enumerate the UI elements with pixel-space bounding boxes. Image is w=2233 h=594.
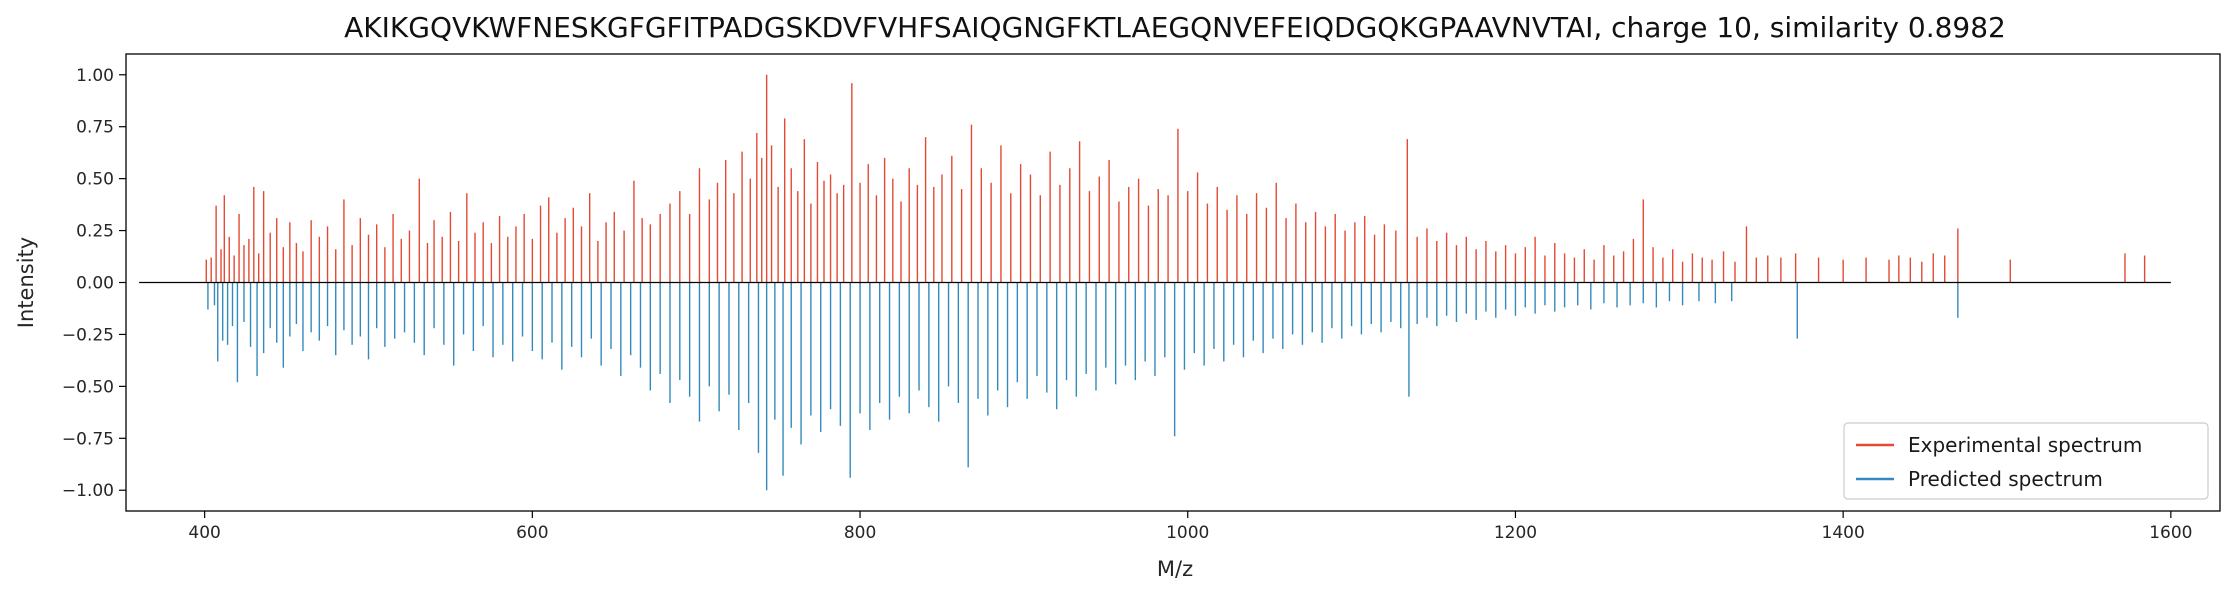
legend: Experimental spectrum Predicted spectrum (1843, 422, 2209, 500)
x-tick-label: 400 (188, 523, 220, 543)
x-axis-ticks: 400 600 800 1000 1200 1400 1600 (188, 511, 2192, 543)
legend-box (1843, 422, 2209, 500)
x-tick-label: 800 (844, 523, 876, 543)
y-tick-label: 0.00 (76, 274, 114, 294)
peaks-layer (205, 74, 2146, 491)
x-tick-label: 1200 (1494, 523, 1537, 543)
y-tick-label: −1.00 (62, 481, 114, 501)
y-tick-label: 0.50 (76, 170, 114, 190)
x-tick-label: 1000 (1166, 523, 1209, 543)
y-tick-label: −0.25 (62, 325, 114, 345)
chart-title: AKIKGQVKWFNESKGFGFITPADGSKDVFVHFSAIQGNGF… (344, 11, 2006, 44)
y-axis-label: Intensity (14, 237, 38, 328)
y-tick-label: 0.75 (76, 118, 114, 138)
legend-label-predicted: Predicted spectrum (1908, 467, 2103, 491)
legend-label-experimental: Experimental spectrum (1908, 433, 2142, 457)
y-axis-ticks: 1.00 0.75 0.50 0.25 0.00 −0.25 −0.50 −0.75 −1.00 (62, 66, 126, 501)
x-tick-label: 1600 (2149, 523, 2192, 543)
series-predicted (207, 282, 1959, 491)
x-tick-label: 1400 (1822, 523, 1865, 543)
y-tick-label: −0.50 (62, 377, 114, 397)
series-experimental (205, 74, 2146, 283)
y-tick-label: 0.25 (76, 222, 114, 242)
x-tick-label: 600 (516, 523, 548, 543)
y-tick-label: 1.00 (76, 66, 114, 86)
x-axis-label: M/z (1157, 557, 1193, 581)
y-tick-label: −0.75 (62, 429, 114, 449)
